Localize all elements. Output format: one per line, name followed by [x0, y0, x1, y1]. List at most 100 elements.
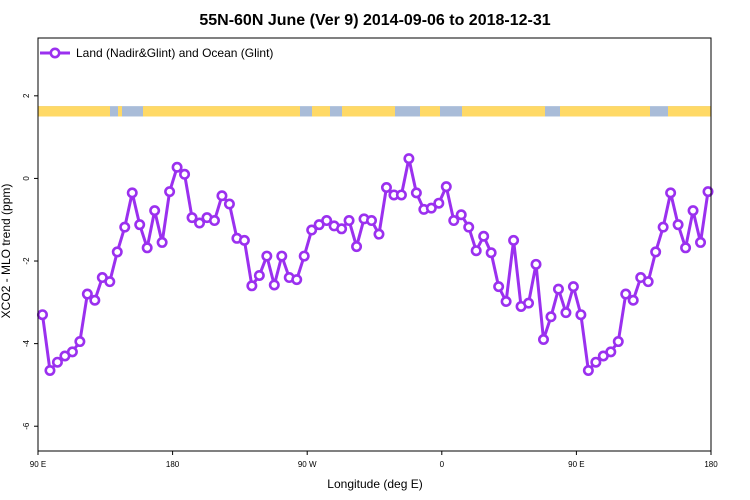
- data-point: [366, 215, 378, 227]
- data-point: [680, 242, 692, 254]
- data-point: [612, 336, 624, 348]
- data-point: [253, 269, 265, 281]
- data-point: [36, 309, 48, 321]
- data-point: [238, 234, 250, 246]
- data-point: [672, 219, 684, 231]
- data-point: [582, 364, 594, 376]
- x-axis: 90 E 180 90 W 0 90 E 180: [30, 451, 718, 469]
- y-tick-label: 0: [22, 176, 31, 181]
- legend-marker: [49, 47, 61, 59]
- data-point: [104, 276, 116, 288]
- plot-frame: [37, 37, 712, 452]
- x-tick-label: 180: [704, 460, 718, 469]
- data-point: [179, 168, 191, 180]
- data-point: [665, 187, 677, 199]
- data-point: [351, 241, 363, 253]
- data-point: [276, 250, 288, 262]
- data-point: [119, 221, 131, 233]
- data-point: [590, 356, 602, 368]
- data-point: [268, 279, 280, 291]
- data-point: [620, 288, 632, 300]
- data-point: [485, 247, 497, 259]
- y-tick-label: 2: [22, 93, 31, 98]
- data-point: [642, 276, 654, 288]
- data-point: [223, 198, 235, 210]
- data-point: [306, 224, 318, 236]
- data-point: [627, 294, 639, 306]
- data-point: [321, 215, 333, 227]
- data-point: [695, 236, 707, 248]
- x-tick-label: 0: [440, 460, 445, 469]
- data-point: [246, 280, 258, 292]
- data-point: [545, 311, 557, 323]
- data-point: [687, 205, 699, 217]
- data-point: [51, 356, 63, 368]
- y-tick-label: -4: [22, 340, 31, 348]
- y-axis-label: XCO2 - MLO trend (ppm): [0, 184, 13, 319]
- y-tick-label: -2: [22, 257, 31, 265]
- data-point: [171, 161, 183, 173]
- data-point: [537, 333, 549, 345]
- data-point: [81, 288, 93, 300]
- data-point: [523, 297, 535, 309]
- data-point: [575, 309, 587, 321]
- data-point: [440, 181, 452, 193]
- data-point: [216, 190, 228, 202]
- data-point: [164, 186, 176, 198]
- land-ocean-band: [38, 106, 711, 117]
- data-point: [470, 245, 482, 257]
- data-point: [186, 212, 198, 224]
- data-point: [605, 346, 617, 358]
- data-point: [134, 219, 146, 231]
- land-band: [38, 106, 711, 117]
- data-point: [425, 202, 437, 214]
- data-point: [552, 283, 564, 295]
- data-point: [650, 246, 662, 258]
- data-point: [66, 346, 78, 358]
- y-axis: 2 0 -2 -4 -6: [22, 93, 38, 430]
- data-point: [89, 294, 101, 306]
- data-point: [455, 209, 467, 221]
- x-axis-label: Longitude (deg E): [327, 477, 422, 491]
- chart-title: 55N-60N June (Ver 9) 2014-09-06 to 2018-…: [199, 12, 550, 29]
- data-point: [560, 307, 572, 319]
- data-point: [380, 182, 392, 194]
- data-point: [508, 234, 520, 246]
- data-point: [291, 274, 303, 286]
- series-line: [40, 157, 710, 372]
- legend: Land (Nadir&Glint) and Ocean (Glint): [40, 46, 273, 60]
- series-layer: [36, 153, 714, 376]
- data-point: [410, 187, 422, 199]
- y-tick-label: -6: [22, 422, 31, 430]
- legend-label: Land (Nadir&Glint) and Ocean (Glint): [76, 46, 273, 60]
- data-point: [149, 205, 161, 217]
- data-point: [567, 281, 579, 293]
- data-point: [500, 295, 512, 307]
- x-tick-label: 90 E: [30, 460, 46, 469]
- data-point: [448, 215, 460, 227]
- data-point: [141, 242, 153, 254]
- data-point: [298, 250, 310, 262]
- data-point: [111, 246, 123, 258]
- data-point: [433, 197, 445, 209]
- data-point: [336, 223, 348, 235]
- x-tick-label: 90 W: [298, 460, 317, 469]
- data-point: [126, 187, 138, 199]
- data-point: [208, 215, 220, 227]
- data-point: [44, 364, 56, 376]
- data-point: [493, 281, 505, 293]
- data-point: [478, 230, 490, 242]
- data-point: [403, 153, 415, 165]
- data-point: [74, 336, 86, 348]
- data-point: [702, 186, 714, 198]
- data-point: [343, 215, 355, 227]
- data-point: [657, 221, 669, 233]
- data-point: [463, 221, 475, 233]
- data-point: [395, 189, 407, 201]
- x-tick-label: 180: [166, 460, 180, 469]
- data-point: [194, 217, 206, 229]
- data-point: [373, 228, 385, 240]
- data-point: [530, 258, 542, 270]
- data-point: [261, 250, 273, 262]
